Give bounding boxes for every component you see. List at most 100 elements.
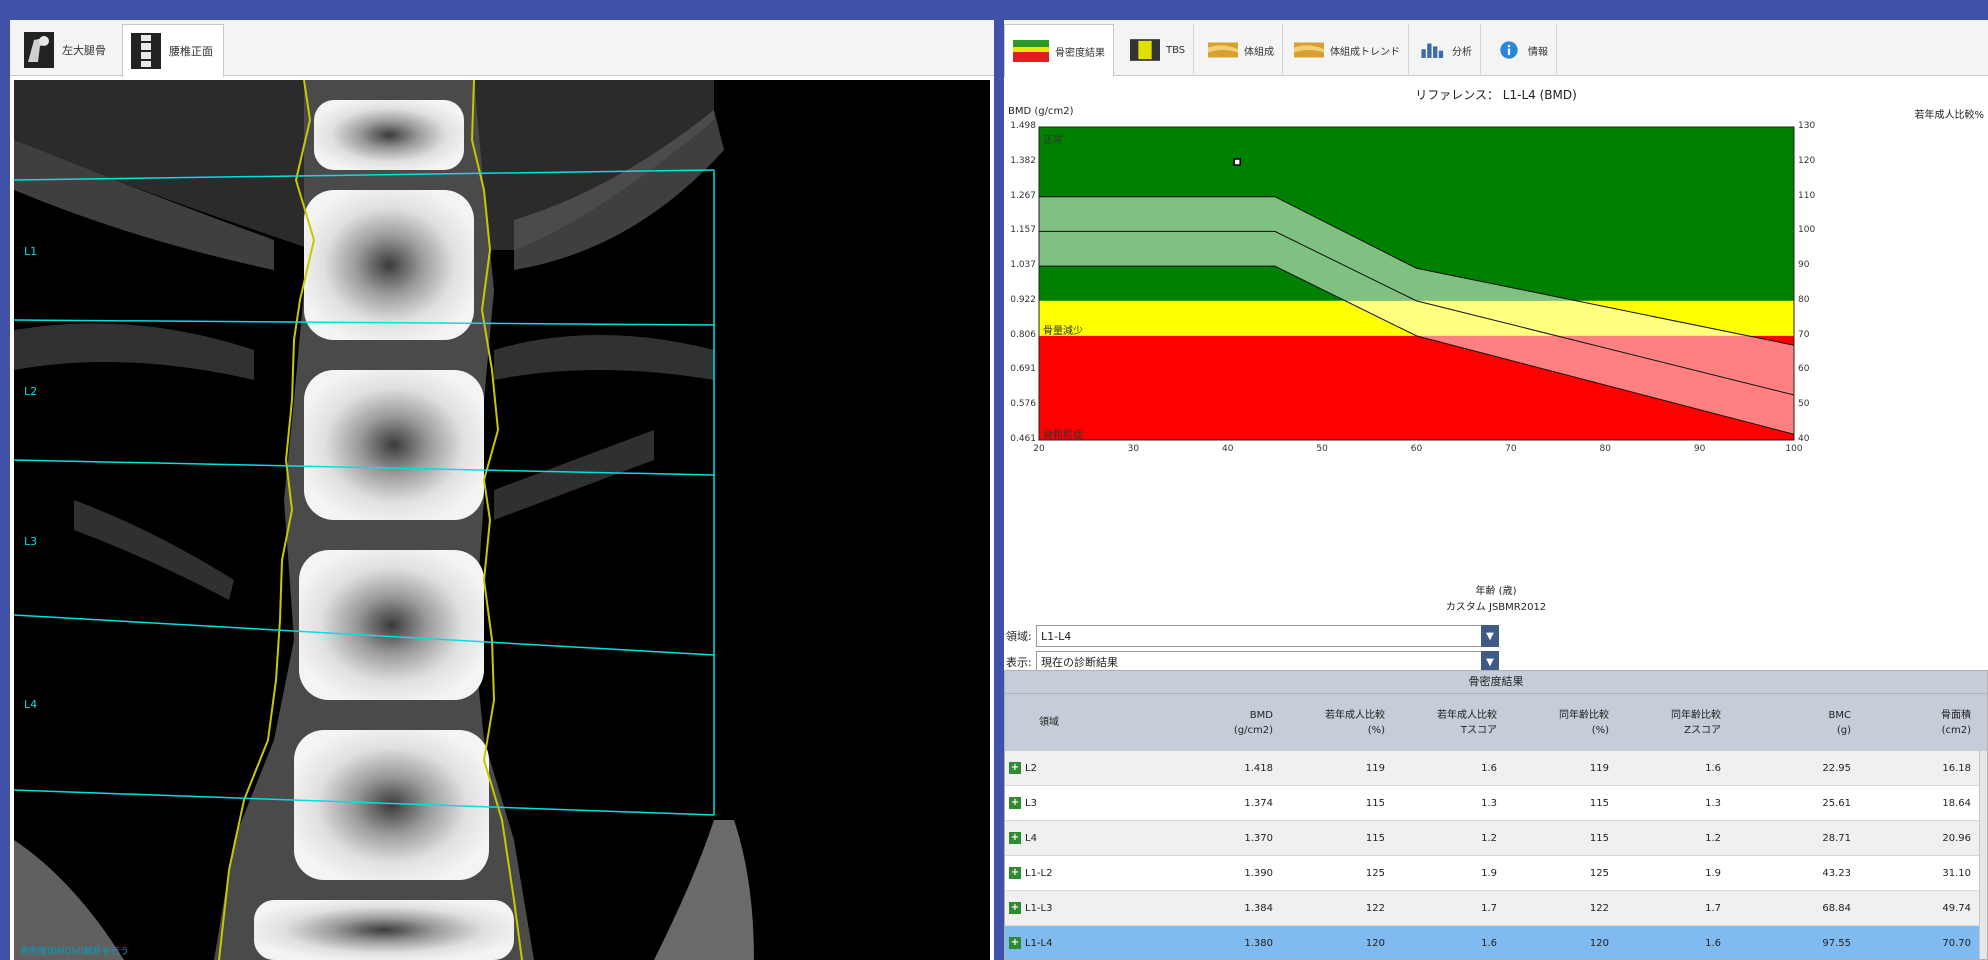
scan-panel: 左大腿骨 腰椎正面: [10, 20, 994, 960]
cell-area: 31.10: [1942, 867, 1971, 879]
cell-am-pct: 119: [1589, 762, 1609, 774]
y2-tick-label: 120: [1798, 155, 1816, 166]
table-row[interactable]: + L1-L2 1.390 125 1.9 125 1.9 43.23 31.10: [1005, 856, 1987, 891]
column-header-age-matched-pct[interactable]: 同年齢比較 (%): [1559, 709, 1609, 736]
cell-t: 1.6: [1481, 937, 1497, 949]
zone-label: 正常: [1043, 135, 1063, 146]
cell-z: 1.7: [1705, 902, 1721, 914]
chart-plot: [1038, 126, 1795, 441]
x-tick-label: 100: [1785, 444, 1803, 454]
cell-am-pct: 115: [1589, 797, 1609, 809]
reference-band-0: [1039, 196, 1577, 301]
tab-information[interactable]: 情報: [1488, 24, 1557, 76]
table-row[interactable]: + L1-L4 1.380 120 1.6 120 1.6 97.55 70.70: [1005, 926, 1987, 959]
tab-lumbar-spine-label: 腰椎正面: [169, 45, 213, 58]
y-tick-label: 1.498: [1010, 121, 1036, 131]
x-axis-label: 年齢 (歳): [1475, 586, 1517, 597]
x-tick-label: 30: [1127, 444, 1140, 454]
x-tick-label: 50: [1316, 444, 1328, 454]
y-tick-label: 0.691: [1010, 364, 1036, 375]
body-comp-trend-icon: [1294, 42, 1324, 58]
region-cell: + L1-L2: [1005, 867, 1193, 879]
table-row[interactable]: + L3 1.374 115 1.3 115 1.3 25.61 18.64: [1005, 786, 1987, 821]
bmd-result-icon: [1013, 40, 1049, 62]
expand-icon[interactable]: +: [1009, 832, 1021, 844]
bmd-results-table: 骨密度結果 領域 BMD (g/cm2) 若年成人比較 (%) 若年成人比較 Tスコア…: [1004, 670, 1988, 960]
tab-left-femur[interactable]: 左大腿骨: [16, 24, 116, 76]
cell-bmd: 1.380: [1244, 937, 1273, 949]
column-header-area[interactable]: 骨面積 (cm2): [1941, 709, 1971, 736]
scan-footer-text: 骨密度(BMD)の解析を行う: [20, 945, 129, 957]
info-icon: [1500, 41, 1518, 59]
table-row[interactable]: + L4 1.370 115 1.2 115 1.2 28.71 20.96: [1005, 821, 1987, 856]
expand-icon[interactable]: +: [1009, 937, 1021, 949]
reference-band-1: [1345, 300, 1749, 336]
region-label: L2: [1025, 762, 1037, 774]
cell-bmd: 1.418: [1244, 762, 1273, 774]
x-tick-label: 90: [1693, 444, 1706, 454]
femur-icon: [24, 32, 54, 68]
cell-z: 1.6: [1705, 762, 1721, 774]
cell-ya-pct: 120: [1365, 937, 1385, 949]
table-scrollbar[interactable]: [1979, 751, 1987, 959]
vertebra-label-l3: L3: [24, 535, 37, 548]
table-row[interactable]: + L2 1.418 119 1.6 119 1.6 22.95 16.18: [1005, 751, 1987, 786]
y-tick-label: 0.806: [1010, 329, 1036, 340]
tab-lumbar-spine[interactable]: 腰椎正面: [122, 24, 224, 77]
site-select[interactable]: L1-L4 ▼: [1036, 625, 1499, 647]
reference-line-0: [1039, 230, 1795, 396]
cell-area: 70.70: [1942, 937, 1971, 949]
tab-body-composition-trend-label: 体組成トレンド: [1330, 46, 1400, 58]
column-header-t-score[interactable]: 若年成人比較 Tスコア: [1437, 709, 1497, 736]
x-tick-label: 60: [1410, 444, 1423, 454]
tab-body-composition-trend[interactable]: 体組成トレンド: [1286, 24, 1409, 76]
expand-icon[interactable]: +: [1009, 762, 1021, 774]
tab-bmd-result-label: 骨密度結果: [1055, 47, 1105, 59]
spine-scan-image[interactable]: L1 L2 L3 L4 骨密度(BMD)の解析を行う: [14, 80, 990, 960]
table-header: 領域 BMD (g/cm2) 若年成人比較 (%) 若年成人比較 Tスコア 同年齢比較…: [1005, 693, 1987, 751]
cell-z: 1.9: [1705, 867, 1721, 879]
site-row: 領域: L1-L4 ▼: [1004, 624, 1499, 648]
x-tick-label: 40: [1222, 444, 1234, 454]
tab-body-composition[interactable]: 体組成: [1200, 24, 1283, 76]
cell-am-pct: 120: [1589, 937, 1609, 949]
cell-ya-pct: 122: [1365, 902, 1385, 914]
table-body: + L2 1.418 119 1.6 119 1.6 22.95 16.18 + L3 1.374 11…: [1005, 751, 1987, 959]
y-tick-label: 1.382: [1010, 155, 1036, 166]
y2-tick-label: 110: [1798, 190, 1816, 201]
cell-area: 18.64: [1942, 797, 1971, 809]
expand-icon[interactable]: +: [1009, 797, 1021, 809]
vertebra-label-l1: L1: [24, 245, 37, 258]
column-header-region[interactable]: 領域: [1039, 717, 1059, 728]
cell-bmd: 1.370: [1244, 832, 1273, 844]
cell-area: 20.96: [1942, 832, 1971, 844]
tab-bmd-result[interactable]: 骨密度結果: [1004, 24, 1114, 77]
y2-axis-label: 若年成人比較%: [1914, 110, 1984, 121]
display-select-value: 現在の診断結果: [1041, 656, 1118, 669]
column-header-bmc[interactable]: BMC (g): [1828, 709, 1851, 736]
column-header-young-adult-pct[interactable]: 若年成人比較 (%): [1325, 709, 1385, 736]
tab-tbs[interactable]: TBS: [1122, 24, 1195, 76]
cell-ya-pct: 115: [1365, 832, 1385, 844]
vertebra-label-l4: L4: [24, 698, 37, 711]
expand-icon[interactable]: +: [1009, 902, 1021, 914]
y-tick-label: 1.037: [1010, 260, 1036, 271]
cell-bmc: 28.71: [1822, 832, 1851, 844]
expand-icon[interactable]: +: [1009, 867, 1021, 879]
zone-label: 骨量減少: [1043, 325, 1083, 337]
reference-line-1: [1039, 196, 1795, 346]
y-tick-label: 1.157: [1010, 225, 1036, 236]
tab-analysis[interactable]: 分析: [1412, 24, 1481, 76]
column-header-bmd[interactable]: BMD (g/cm2): [1233, 709, 1273, 736]
body-comp-icon: [1208, 42, 1238, 58]
chevron-down-icon[interactable]: ▼: [1481, 651, 1499, 673]
y-tick-label: 1.267: [1010, 190, 1036, 201]
cell-bmd: 1.390: [1244, 867, 1273, 879]
cell-bmc: 68.84: [1822, 902, 1851, 914]
table-row[interactable]: + L1-L3 1.384 122 1.7 122 1.7 68.84 49.74: [1005, 891, 1987, 926]
reference-line-2: [1039, 265, 1795, 435]
spine-icon: [131, 33, 161, 69]
column-header-z-score[interactable]: 同年齢比較 Zスコア: [1671, 709, 1721, 736]
y2-tick-label: 50: [1798, 399, 1810, 410]
chevron-down-icon[interactable]: ▼: [1481, 625, 1499, 647]
